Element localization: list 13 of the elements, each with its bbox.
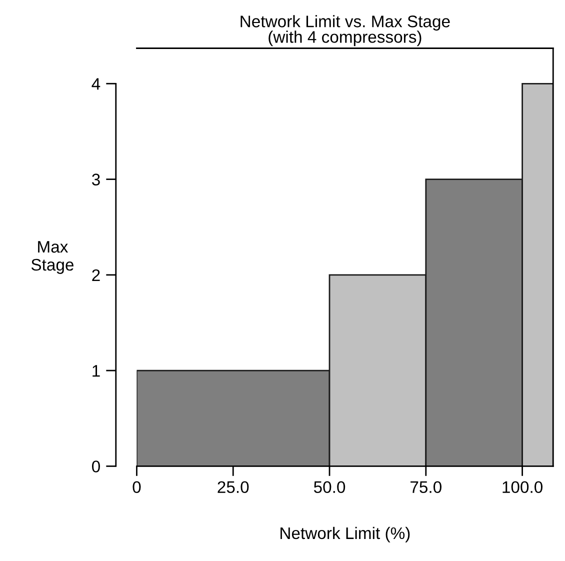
y-tick-label: 0 — [92, 460, 100, 472]
y-tick-label: 3 — [92, 174, 100, 186]
x-tick-label: 100.0 — [502, 481, 542, 494]
y-tick-label: 2 — [92, 269, 100, 281]
x-tick-label: 0 — [132, 481, 141, 494]
x-tick-label: 75.0 — [410, 481, 442, 494]
x-tick-label: 50.0 — [314, 481, 346, 494]
y-tick-label: 4 — [92, 78, 100, 90]
x-tick-label: 25.0 — [218, 481, 249, 494]
y-tick-label: 1 — [92, 365, 100, 377]
y-axis-title: Max Stage — [31, 241, 74, 274]
chart-title: Network Limit vs. Max Stage (with 4 compressors) — [240, 15, 450, 46]
x-axis-title: Network Limit (%) — [280, 526, 410, 542]
